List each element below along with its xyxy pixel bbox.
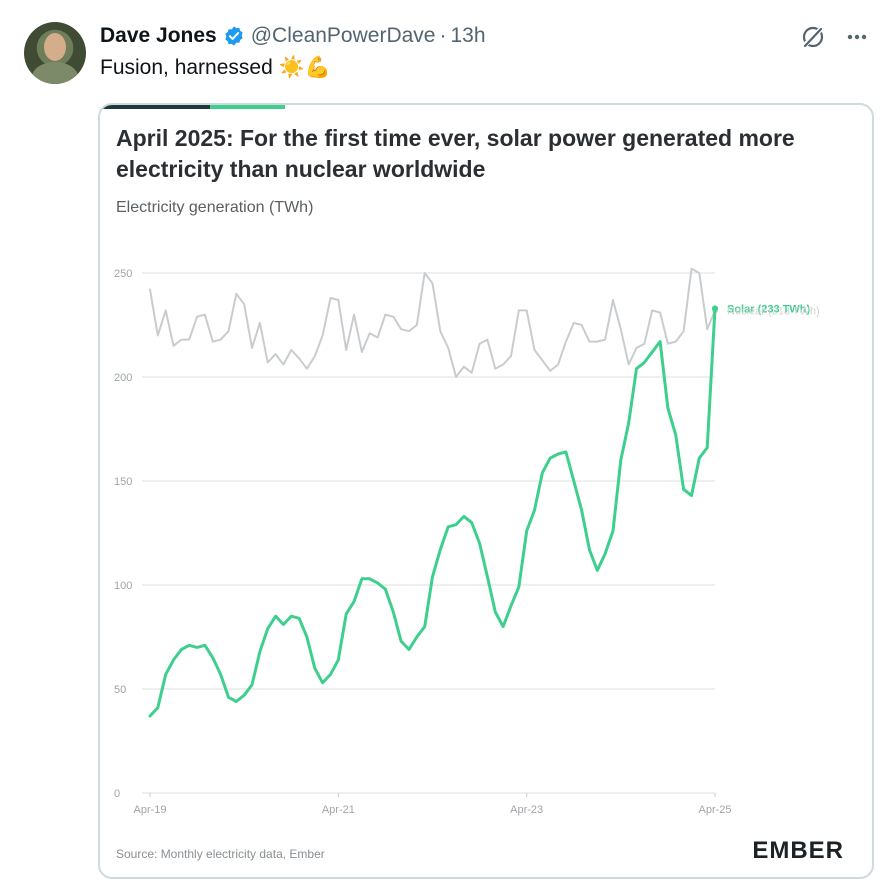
y-tick-label: 50 (114, 684, 126, 696)
nuclear-end-label: Nuclear (213 TWh) (727, 305, 820, 317)
avatar-shirt (32, 62, 78, 84)
card-accent-bar-green (210, 105, 285, 109)
avatar-face (44, 33, 66, 61)
solar-series-line (148, 306, 717, 718)
y-tick-label: 200 (114, 372, 132, 384)
separator-dot: · (439, 24, 447, 47)
flexed-biceps-emoji-icon: 💪 (304, 56, 331, 79)
solar-end-point (712, 305, 718, 312)
card-accent-bar-dark (100, 105, 210, 109)
tweet-text: Fusion, harnessed ☀️💪 (100, 56, 331, 80)
grok-icon[interactable] (800, 24, 826, 50)
more-options-icon[interactable] (844, 24, 870, 50)
chart-svg: 0 50 100 150 200 250 Apr-19 Apr-21 Apr-23 Apr-25 S… (114, 267, 820, 816)
tweet-header: Dave Jones @CleanPowerDave · 13h (100, 24, 486, 48)
post-time[interactable]: 13h (450, 24, 486, 47)
nuclear-series-line (149, 267, 716, 378)
author-name[interactable]: Dave Jones (100, 24, 217, 47)
y-tick-label: 100 (114, 580, 132, 592)
y-tick-label: 250 (114, 268, 132, 280)
chart-subtitle: Electricity generation (TWh) (116, 199, 314, 216)
x-tick-label: Apr-23 (510, 804, 543, 816)
x-tick-label: Apr-21 (322, 804, 355, 816)
y-tick-label: 150 (114, 476, 132, 488)
y-tick-label: 0 (114, 788, 120, 800)
sun-emoji-icon: ☀️ (278, 56, 305, 79)
x-tick-label: Apr-25 (698, 804, 731, 816)
author-handle[interactable]: @CleanPowerDave (250, 24, 436, 47)
avatar[interactable] (24, 22, 86, 84)
x-tick-label: Apr-19 (133, 804, 166, 816)
solar-end-label: Solar (233 TWh) (727, 303, 810, 315)
chart-title: April 2025: For the first time ever, sol… (116, 125, 795, 182)
ember-logo: EMBER (752, 837, 844, 864)
tweet-actions (800, 24, 870, 50)
chart-image-card[interactable]: April 2025: For the first time ever, sol… (98, 103, 874, 879)
source-note: Source: Monthly electricity data, Ember (116, 847, 325, 861)
tweet-text-body: Fusion, harnessed (100, 56, 273, 79)
verified-badge-icon[interactable] (223, 25, 245, 47)
